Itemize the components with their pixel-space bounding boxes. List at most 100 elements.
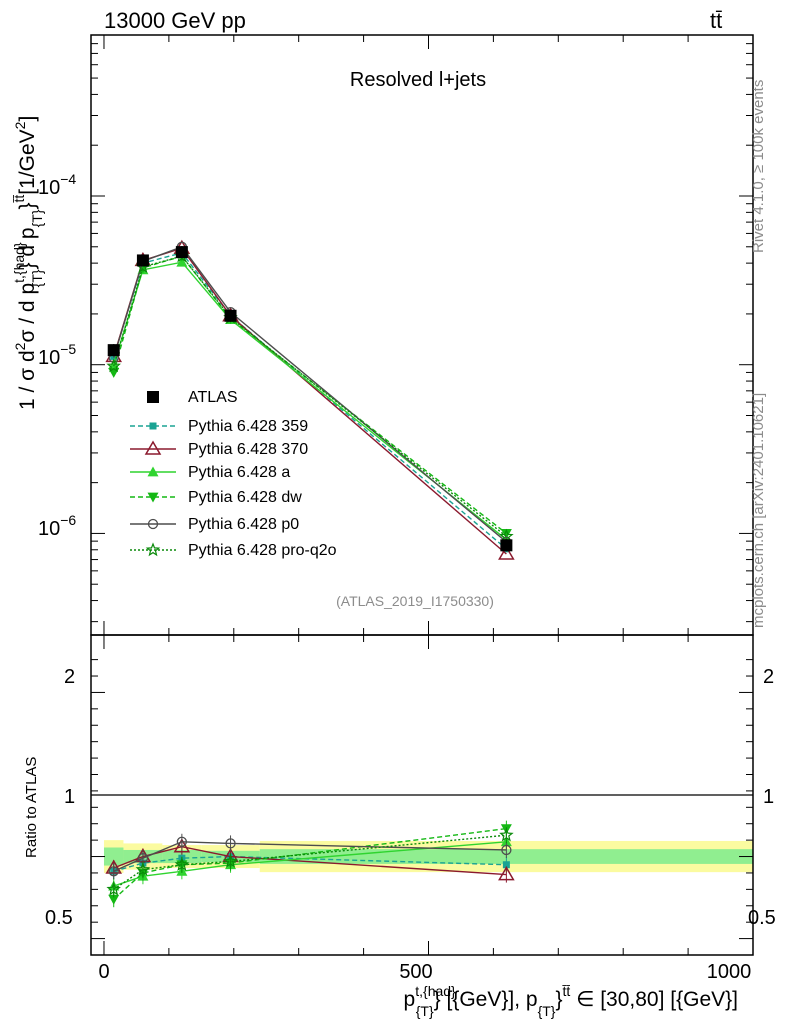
x-axis-label: pt,{had} {T}} [{GeV}], p{T}}t̄t̄ ∈ [30,80… (404, 983, 738, 1019)
series-line (113, 247, 507, 555)
xlabel-part: ∈ [30,80] [{GeV}] (570, 988, 738, 1011)
main-panel: 10−4 10−5 10−6 Resolved l+jets (ATLAS_20… (11, 34, 754, 636)
y-tick-exponent: −4 (60, 171, 76, 187)
ylabel-part: ] (16, 116, 39, 122)
xlabel-part: } [{GeV}], p (434, 988, 538, 1011)
ratio-y-tick-0.5-right: 0.5 (748, 907, 776, 929)
ylabel-part: 2 (12, 342, 28, 350)
data-point (175, 246, 188, 259)
ratio-point (135, 862, 151, 876)
ratio-point (502, 861, 510, 869)
legend-label-pro-q2o: Pythia 6.428 pro-q2o (188, 542, 337, 559)
chart-title: Resolved l+jets (350, 69, 486, 91)
main-y-tick-labels: 10−4 10−5 10−6 (38, 171, 76, 540)
ratio-frame (90, 634, 754, 956)
xlabel-part: } (555, 988, 562, 1011)
xlabel-part: {T} (416, 1003, 434, 1019)
xlabel-part: p (404, 988, 416, 1011)
legend-marker (149, 422, 157, 430)
ylabel-part: {T} (29, 269, 45, 287)
y-tick-exponent: −6 (60, 512, 76, 528)
ratio-point (106, 881, 121, 896)
data-point (106, 358, 121, 373)
y-tick-mantissa: 10 (38, 177, 60, 199)
process-label: tt̄ (710, 8, 722, 33)
legend-label-atlas: ATLAS (188, 389, 238, 406)
data-point (500, 529, 512, 539)
y-tick-exponent: −5 (60, 341, 76, 357)
ratio-point (225, 838, 236, 849)
xlabel-part: {T} (538, 1003, 556, 1019)
ylabel-part: [1/GeV (16, 129, 39, 194)
legend: ATLAS Pythia 6.428 359 Pythia 6.428 370 … (130, 389, 337, 559)
series-line (113, 261, 507, 541)
legend-label-370: Pythia 6.428 370 (188, 441, 308, 458)
main-y-axis-label: 1 / σ d2σ / d pt,{had} {T}} d p{T}}t̄t̄[1… (11, 116, 45, 410)
ratio-point (498, 866, 515, 881)
ratio-y-tick-1: 1 (64, 786, 75, 808)
analysis-id: (ATLAS_2019_I1750330) (336, 593, 494, 609)
ratio-y-tick-0.5: 0.5 (45, 907, 73, 929)
xlabel-part: t̄t̄ (562, 983, 570, 999)
y-tick-label-1e-4: 10−4 (38, 171, 76, 199)
x-tick-label-0: 0 (98, 961, 109, 983)
energy-label: 13000 GeV pp (104, 8, 246, 33)
ratio-y-tick-2: 2 (64, 666, 75, 688)
y-tick-label-1e-5: 10−5 (38, 341, 76, 369)
series-line (113, 255, 507, 534)
ratio-y-tick-1-right: 1 (763, 786, 774, 808)
ratio-y-axis-label: Ratio to ATLAS (23, 757, 40, 858)
ratio-point (108, 866, 119, 877)
x-tick-label-500: 500 (399, 961, 432, 983)
ratio-point (174, 857, 190, 871)
legend-marker (144, 440, 162, 455)
ylabel-part: σ / d p (16, 283, 39, 343)
uncertainty-band-inner (103, 847, 124, 866)
ratio-panel: 2 1 0.5 2 1 0.5 Ratio to ATLAS 0 500 100… (23, 634, 776, 1019)
series-line (113, 252, 507, 550)
ratio-y-tick-2-right: 2 (763, 666, 774, 688)
ylabel-part: } (16, 202, 39, 209)
ratio-point (176, 836, 188, 847)
legend-label-359: Pythia 6.428 359 (188, 418, 308, 435)
ylabel-part: 2 (12, 121, 28, 129)
ylabel-part: {T} (29, 209, 45, 227)
data-point (499, 528, 514, 543)
data-point (176, 256, 188, 267)
legend-label-dw: Pythia 6.428 dw (188, 489, 302, 506)
ylabel-part: t,{had} (11, 242, 27, 283)
legend-marker (147, 466, 159, 477)
data-point (107, 344, 120, 357)
xlabel-part: t,{had} (415, 983, 456, 999)
ratio-point (108, 894, 120, 905)
legend-marker (145, 542, 161, 557)
main-ticks (91, 35, 754, 635)
data-point (498, 545, 515, 560)
ratio-series-line (113, 855, 507, 872)
data-point (136, 254, 149, 267)
legend-marker (147, 492, 159, 503)
main-series (105, 239, 515, 560)
ylabel-part: 1 / σ d (16, 350, 39, 410)
ratio-ticks (91, 635, 754, 955)
x-tick-label-1000: 1000 (707, 961, 752, 983)
ratio-series (105, 820, 515, 908)
y-tick-mantissa: 10 (38, 347, 60, 369)
y-tick-label-1e-6: 10−6 (38, 512, 76, 540)
ratio-series-line (113, 827, 507, 900)
data-point (224, 309, 237, 322)
legend-label-p0: Pythia 6.428 p0 (188, 516, 299, 533)
ratio-point (501, 844, 512, 856)
rivet-version-label: Rivet 4.1.0, ≥ 100k events (750, 80, 767, 253)
legend-marker (147, 391, 159, 403)
mcplots-label: mcplots.cern.ch [arXiv:2401.10621] (750, 393, 767, 628)
ylabel-part: t̄t̄ (11, 195, 27, 203)
y-tick-mantissa: 10 (38, 518, 60, 540)
ratio-point (173, 838, 191, 853)
data-point (500, 539, 513, 552)
ratio-point (223, 853, 238, 868)
legend-label-a: Pythia 6.428 a (188, 464, 290, 481)
ratio-point (499, 827, 514, 842)
ylabel-part: } d p (16, 227, 39, 269)
